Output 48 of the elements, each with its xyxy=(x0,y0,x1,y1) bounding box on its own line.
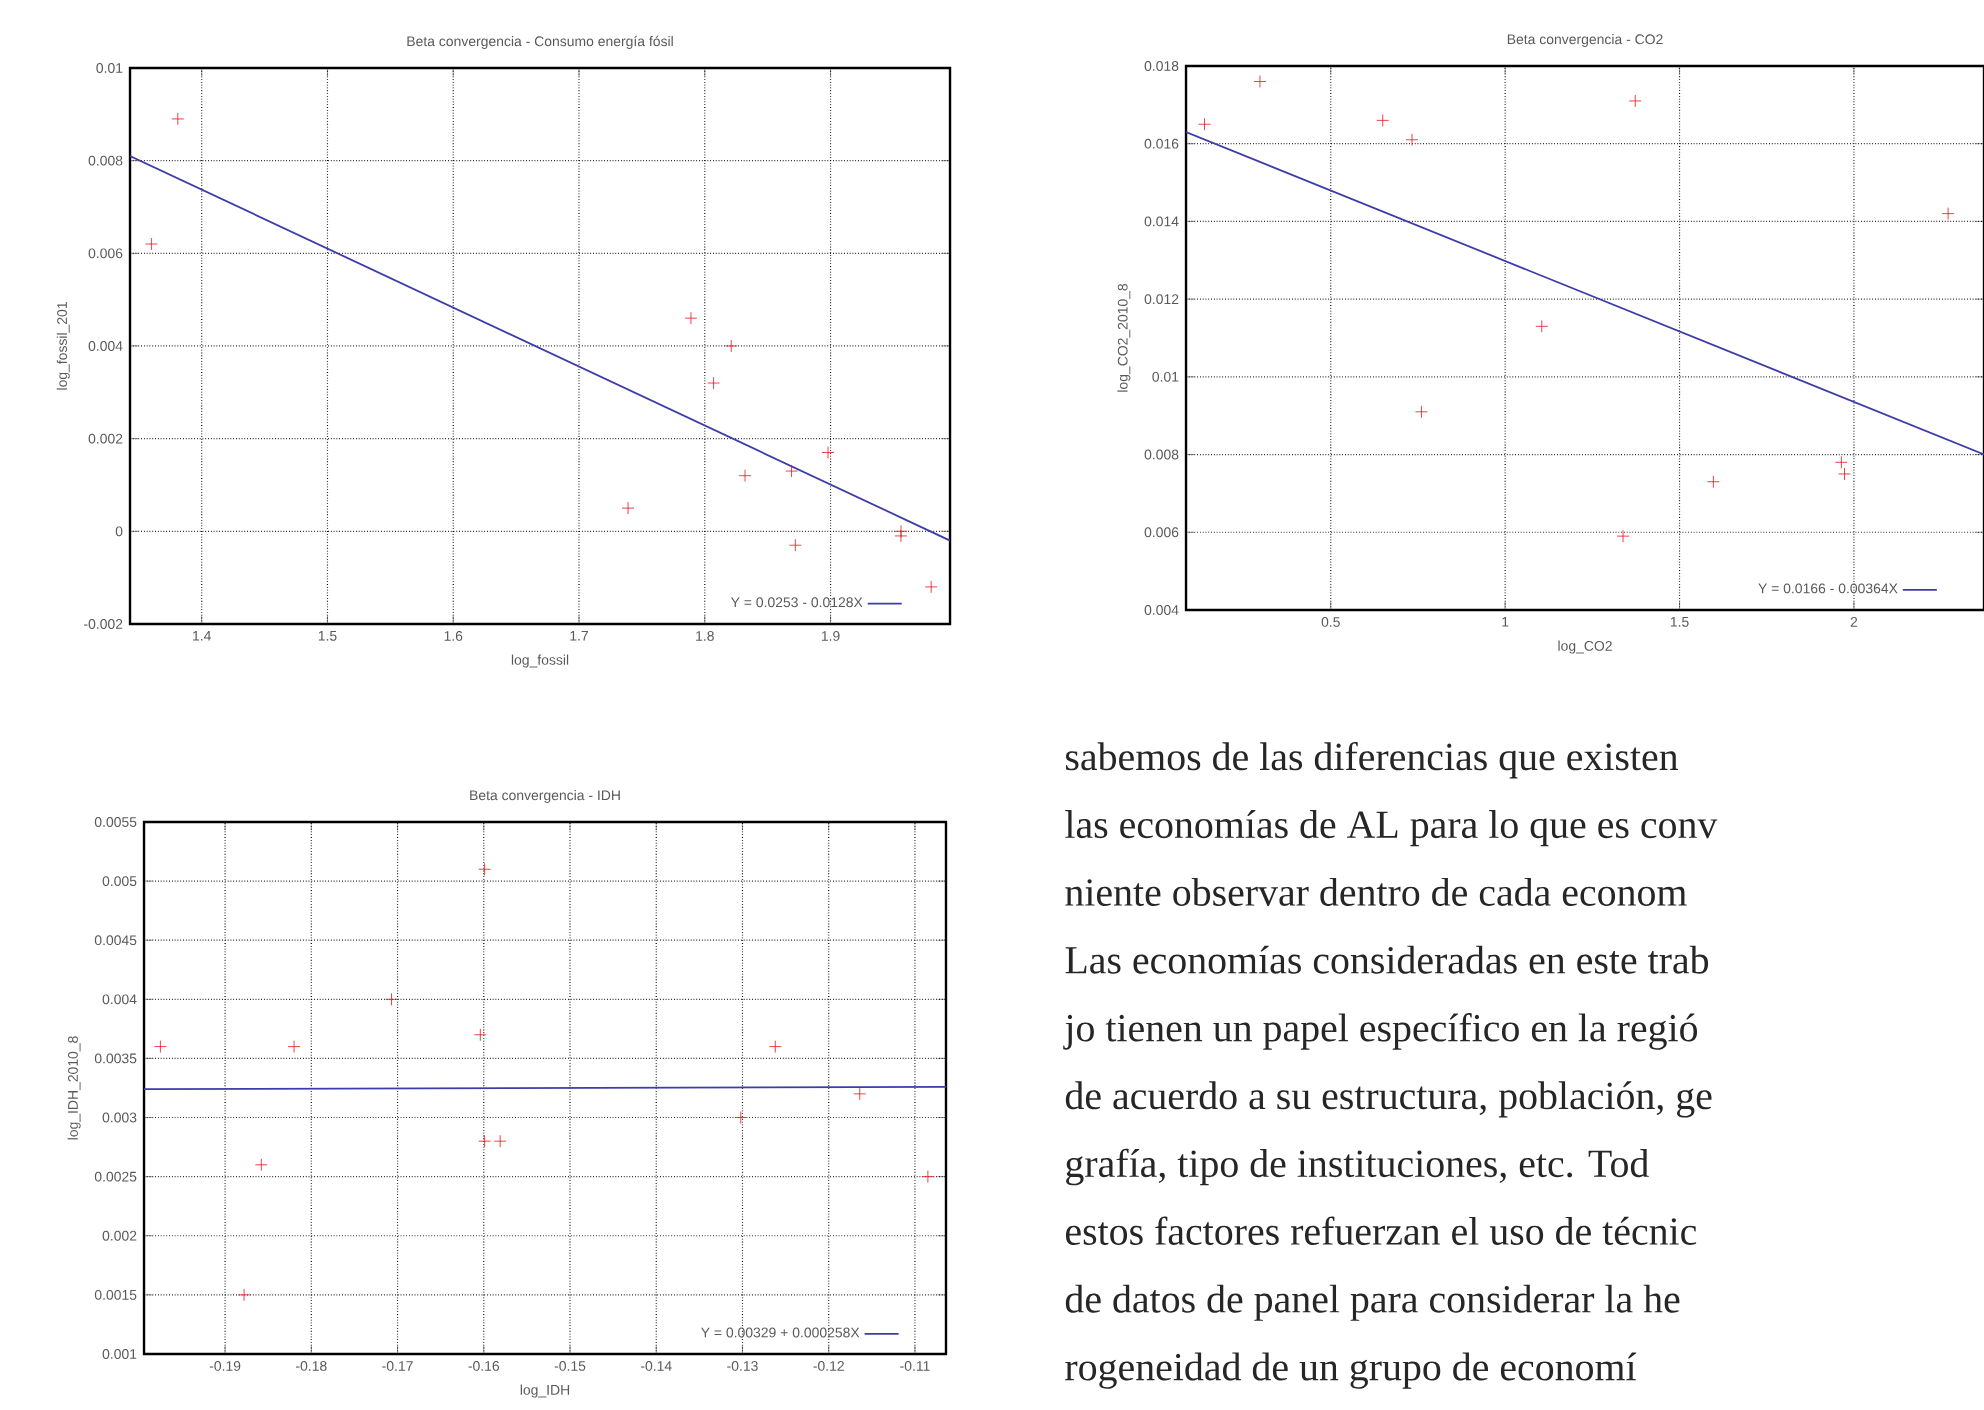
point xyxy=(1253,75,1267,88)
text: sabemos de las diferencias que existen xyxy=(1066,741,1679,779)
point xyxy=(254,1158,268,1172)
point xyxy=(1628,94,1642,108)
point xyxy=(1835,455,1848,469)
point xyxy=(1616,529,1630,543)
text: niente observar dentro de cada econom xyxy=(1065,877,1687,906)
point xyxy=(1376,113,1390,127)
point xyxy=(821,446,835,459)
point xyxy=(478,1134,492,1148)
point xyxy=(473,1028,487,1042)
point xyxy=(684,311,698,325)
point xyxy=(1405,133,1419,147)
text: estos factores refuerzan el uso de técnic xyxy=(1065,1216,1697,1245)
text: de datos de panel para considerar la he xyxy=(1065,1284,1680,1321)
point xyxy=(385,992,398,1006)
point xyxy=(621,501,635,515)
point xyxy=(287,1040,301,1053)
point xyxy=(738,469,752,483)
point xyxy=(788,538,802,552)
text: rogeneidad de un grupo de economí xyxy=(1065,1352,1637,1389)
point xyxy=(1415,405,1428,419)
point xyxy=(924,580,938,594)
point xyxy=(853,1087,867,1101)
text: las economías de AL para lo que es conv xyxy=(1065,810,1718,847)
text: jo tienen un papel específico en la regió xyxy=(1063,1013,1698,1050)
point xyxy=(1838,467,1851,481)
point xyxy=(768,1040,782,1053)
text: de acuerdo a su estructura, población, ge xyxy=(1065,1081,1712,1118)
point xyxy=(1941,207,1955,220)
point xyxy=(154,1040,167,1053)
point xyxy=(145,237,158,251)
point xyxy=(894,529,908,543)
point xyxy=(237,1288,251,1302)
point xyxy=(1198,117,1211,131)
point xyxy=(171,112,185,126)
point xyxy=(734,1111,748,1124)
point xyxy=(707,376,720,390)
point xyxy=(1707,475,1720,489)
point xyxy=(921,1170,935,1184)
point xyxy=(493,1134,507,1148)
text: grafía, tipo de instituciones, etc. Tod xyxy=(1066,1148,1649,1186)
point xyxy=(785,464,798,478)
point xyxy=(724,339,738,353)
text: Las economías consideradas en este trab xyxy=(1065,945,1709,974)
point xyxy=(1535,319,1549,333)
point xyxy=(894,524,908,538)
point xyxy=(478,862,492,876)
